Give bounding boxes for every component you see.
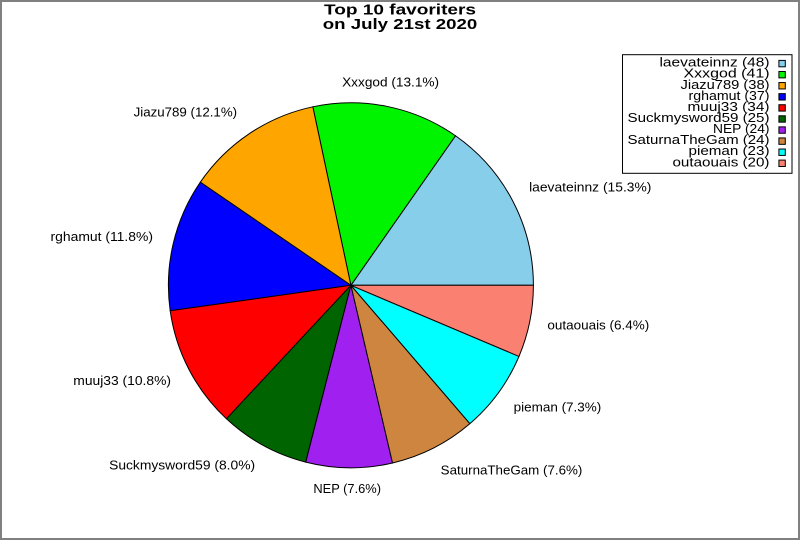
svg-text:pieman (23): pieman (23): [689, 144, 770, 158]
svg-text:Xxxgod (13.1%): Xxxgod (13.1%): [342, 75, 439, 89]
svg-text:Jiazu789 (38): Jiazu789 (38): [681, 78, 770, 92]
svg-text:laevateinnz (15.3%): laevateinnz (15.3%): [529, 181, 651, 195]
svg-text:rghamut (37): rghamut (37): [689, 89, 770, 103]
svg-text:SaturnaTheGam (24): SaturnaTheGam (24): [628, 133, 770, 147]
svg-text:outaouais (20): outaouais (20): [673, 155, 770, 169]
svg-text:on July 21st 2020: on July 21st 2020: [323, 16, 478, 33]
svg-text:muuj33 (34): muuj33 (34): [688, 100, 770, 114]
svg-text:SaturnaTheGam (7.6%): SaturnaTheGam (7.6%): [441, 464, 583, 478]
svg-text:Suckmysword59 (8.0%): Suckmysword59 (8.0%): [109, 459, 255, 473]
svg-text:Suckmysword59 (25): Suckmysword59 (25): [628, 111, 770, 125]
svg-text:NEP (24): NEP (24): [713, 122, 770, 136]
svg-text:muuj33 (10.8%): muuj33 (10.8%): [73, 374, 171, 388]
svg-text:outaouais (6.4%): outaouais (6.4%): [547, 319, 649, 333]
svg-text:Top 10 favoriters: Top 10 favoriters: [324, 2, 476, 19]
svg-text:Jiazu789 (12.1%): Jiazu789 (12.1%): [134, 106, 238, 120]
svg-text:laevateinnz (48): laevateinnz (48): [660, 56, 770, 70]
svg-text:NEP (7.6%): NEP (7.6%): [313, 482, 381, 496]
svg-text:rghamut (11.8%): rghamut (11.8%): [51, 230, 154, 244]
svg-text:pieman (7.3%): pieman (7.3%): [514, 401, 602, 415]
svg-text:Xxxgod (41): Xxxgod (41): [684, 67, 770, 81]
